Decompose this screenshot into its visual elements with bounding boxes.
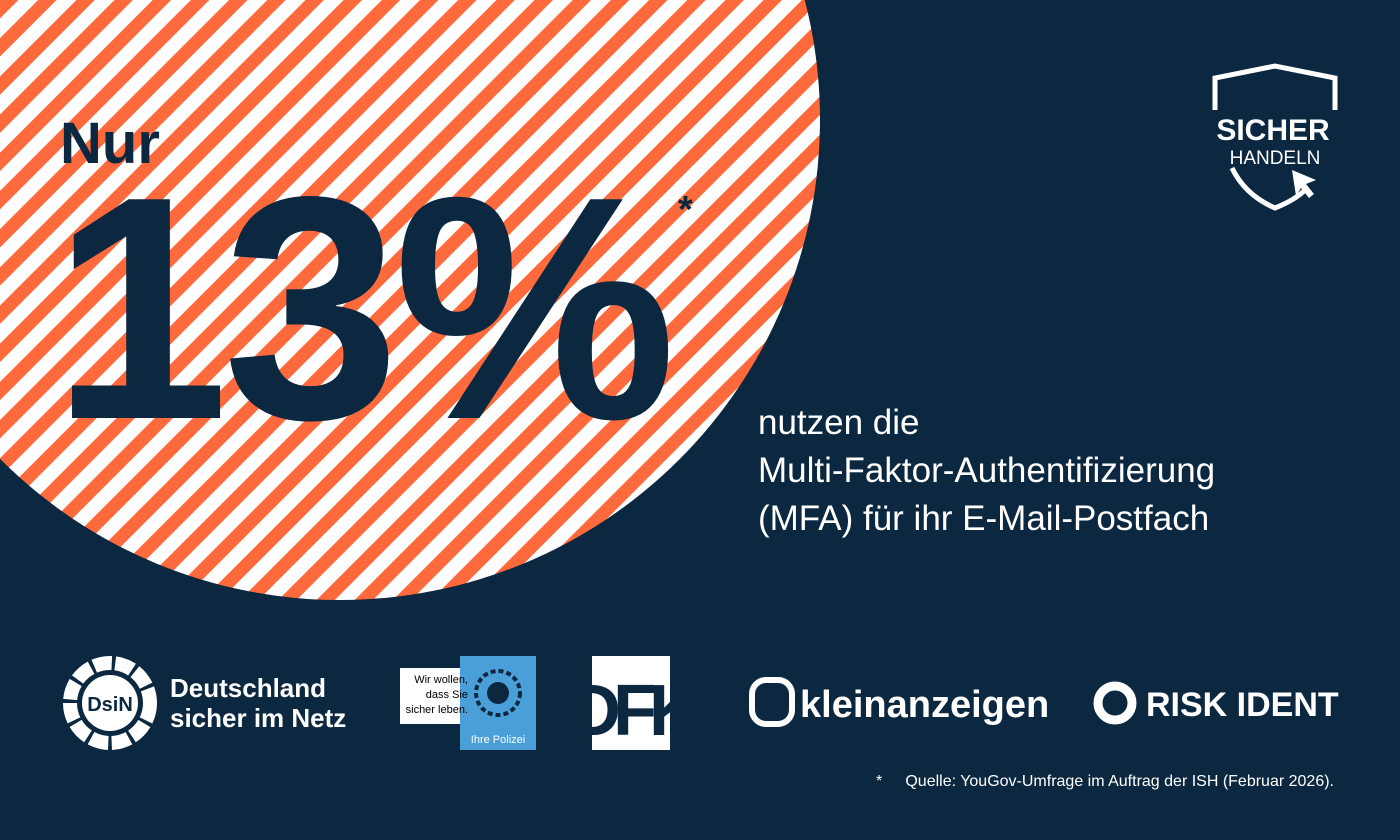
polizei-slogan: sicher leben.: [406, 704, 468, 716]
footnote-mark: *: [678, 189, 693, 231]
badge-shield-bottom: [1229, 166, 1307, 211]
badge: SICHER HANDELN: [1212, 63, 1338, 211]
dsin-core: [82, 675, 138, 731]
badge-line1: SICHER: [1216, 114, 1330, 147]
source-text: Quelle: YouGov-Umfrage im Auftrag der IS…: [905, 773, 1334, 790]
dfk-text: DFK: [569, 671, 701, 751]
polizei-slogan: Wir wollen,: [414, 674, 468, 686]
polizei-logo: Wir wollen, dass Sie sicher leben. Ihre …: [400, 656, 536, 750]
kleinanzeigen-text: kleinanzeigen: [800, 684, 1049, 726]
riskident-icon: [1093, 681, 1137, 725]
badge-shield-top: [1212, 63, 1338, 110]
kleinanzeigen-icon: [749, 677, 795, 727]
dfk-box: [592, 656, 670, 750]
source-mark: *: [876, 773, 882, 790]
riskident-logo: RISK IDENT: [1093, 681, 1339, 725]
polizei-slogan: dass Sie: [426, 689, 468, 701]
polizei-star: [474, 669, 522, 717]
headline-figure: 13%: [52, 131, 672, 486]
body-line: Multi-Faktor-Authentifizierung: [758, 451, 1215, 490]
riskident-text: RISK IDENT: [1146, 686, 1339, 724]
headline-prefix: Nur: [60, 111, 160, 176]
dsin-logo: DsiN Deutschland sicher im Netz: [63, 656, 346, 750]
dsin-ring: [63, 656, 157, 750]
dsin-line1: Deutschland: [170, 673, 326, 703]
body-line: nutzen die: [758, 403, 920, 442]
kleinanzeigen-logo: kleinanzeigen: [749, 677, 1049, 727]
dsin-mark: DsiN: [87, 694, 133, 716]
dsin-line2: sicher im Netz: [170, 703, 346, 733]
polizei-name: Ihre Polizei: [471, 734, 525, 746]
striped-circle: [0, 0, 820, 600]
polizei-star-center: [487, 682, 509, 704]
badge-cursor: [1292, 170, 1316, 198]
body-line: (MFA) für ihr E-Mail-Postfach: [758, 499, 1209, 538]
dfk-logo: DFK: [569, 656, 709, 751]
badge-line2: HANDELN: [1230, 148, 1321, 169]
